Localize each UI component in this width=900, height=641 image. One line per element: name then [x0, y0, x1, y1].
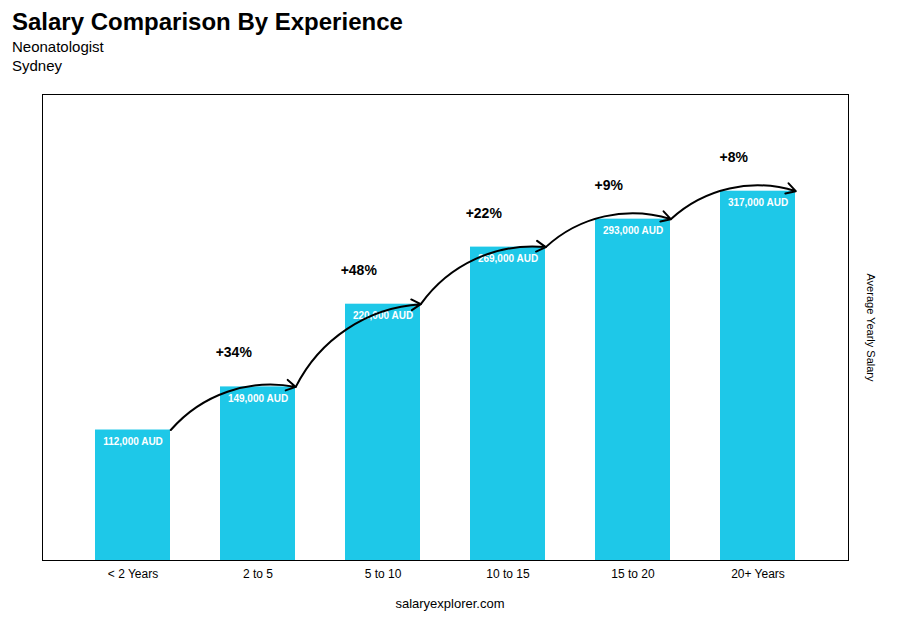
- svg-text:+48%: +48%: [341, 262, 378, 278]
- svg-text:Average Yearly Salary: Average Yearly Salary: [865, 273, 877, 382]
- svg-text:+8%: +8%: [720, 149, 749, 165]
- svg-text:112,000 AUD: 112,000 AUD: [103, 436, 163, 447]
- svg-text:+9%: +9%: [595, 177, 624, 193]
- svg-text:+22%: +22%: [466, 205, 503, 221]
- svg-text:220,000 AUD: 220,000 AUD: [352, 310, 414, 322]
- svg-text:10 to 15: 10 to 15: [486, 567, 530, 581]
- svg-text:15 to 20: 15 to 20: [611, 567, 655, 581]
- svg-text:+34%: +34%: [216, 344, 253, 360]
- svg-text:5 to 10: 5 to 10: [365, 567, 402, 581]
- svg-text:< 2 Years: < 2 Years: [108, 567, 158, 581]
- html-text:Neonatologist: Neonatologist: [12, 38, 104, 55]
- html-text:Sydney: Sydney: [12, 57, 62, 74]
- svg-text:2 to 5: 2 to 5: [243, 567, 273, 581]
- svg-text:149,000 AUD: 149,000 AUD: [228, 393, 288, 404]
- svg-text:269,000 AUD: 269,000 AUD: [477, 253, 539, 265]
- html-text:salaryexplorer.com: salaryexplorer.com: [395, 596, 505, 611]
- svg-text:317,000 AUD: 317,000 AUD: [728, 197, 788, 208]
- svg-text:20+ Years: 20+ Years: [731, 567, 785, 581]
- svg-text:293,000 AUD: 293,000 AUD: [603, 225, 663, 236]
- html-text:Salary Comparison By Experienc: Salary Comparison By Experience: [12, 8, 403, 35]
